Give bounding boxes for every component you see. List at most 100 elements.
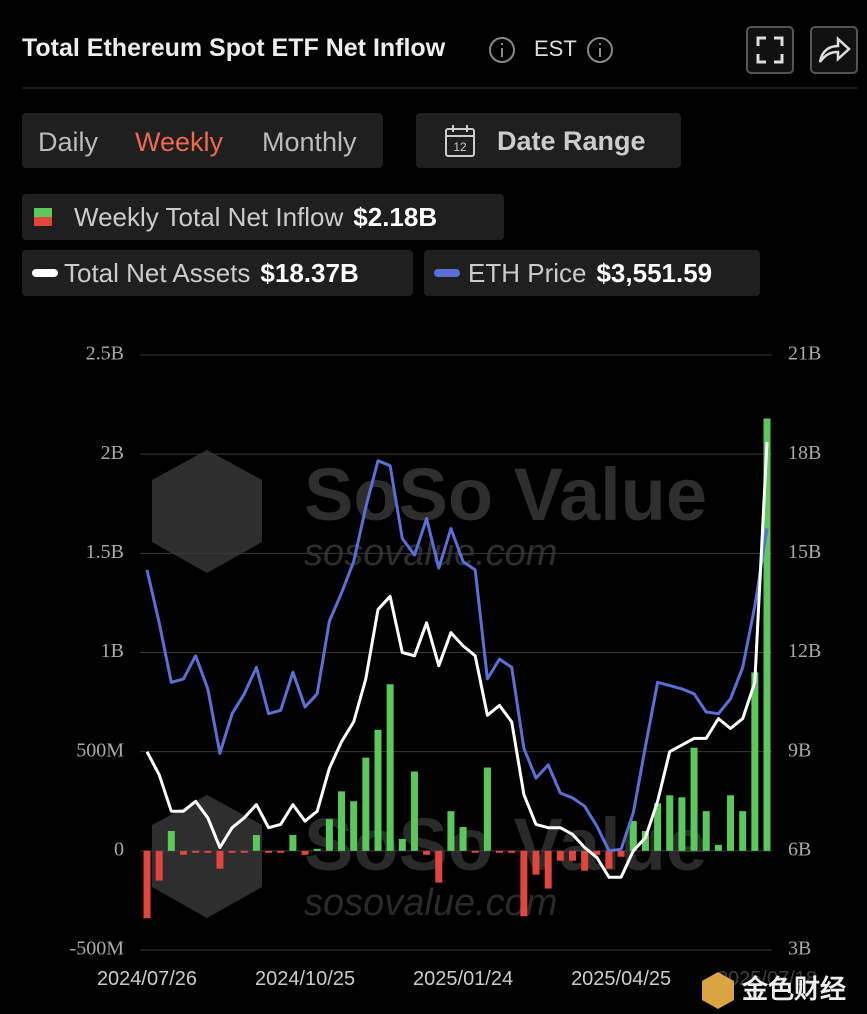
bar — [751, 672, 759, 851]
date-range-label[interactable]: Date Range — [497, 126, 646, 156]
period-tab[interactable]: Weekly — [135, 127, 224, 157]
bar — [301, 850, 309, 855]
y2-tick-label: 15B — [788, 541, 821, 563]
bar — [240, 850, 248, 853]
bar — [727, 795, 735, 851]
legend-item[interactable]: Weekly Total Net Inflow $2.18B — [22, 194, 504, 240]
fullscreen-button[interactable] — [746, 26, 794, 74]
bar — [714, 844, 722, 851]
y-tick-label: 500M — [76, 739, 124, 761]
legend-item[interactable]: Total Net Assets $18.37B — [22, 250, 413, 296]
bar — [471, 850, 479, 853]
bar — [556, 850, 564, 861]
y2-tick-label: 3B — [788, 938, 811, 960]
legend-swatch — [34, 208, 52, 226]
y2-tick-label: 21B — [788, 343, 821, 365]
bar — [423, 850, 431, 855]
bar — [581, 850, 589, 871]
legend-label: Weekly Total Net Inflow — [74, 201, 344, 232]
bar — [763, 418, 771, 851]
legend-item[interactable]: ETH Price $3,551.59 — [424, 250, 760, 296]
bar — [362, 757, 370, 851]
bar — [508, 850, 516, 853]
bar — [374, 729, 382, 851]
bar — [435, 850, 443, 883]
badge-logo — [702, 972, 734, 1009]
period-tab[interactable]: Monthly — [262, 127, 357, 157]
y2-tick-label: 12B — [788, 640, 821, 662]
svg-text:12: 12 — [453, 140, 467, 154]
y-tick-label: -500M — [70, 938, 125, 960]
info-icon[interactable] — [488, 36, 516, 64]
period-tab[interactable]: Daily — [38, 127, 99, 157]
bar — [410, 771, 418, 851]
title: Total Ethereum Spot ETF Net Inflow — [22, 34, 446, 62]
bar — [520, 850, 528, 917]
watermark-url: sosovalue.com — [304, 882, 557, 924]
bar — [702, 811, 710, 851]
bar — [496, 850, 504, 853]
legend-value: $2.18B — [353, 201, 438, 232]
bar — [629, 821, 637, 851]
line — [145, 441, 769, 879]
bar — [568, 850, 576, 861]
bar — [289, 834, 297, 851]
x-tick-label: 2025/04/25 — [571, 968, 671, 990]
bar — [544, 850, 552, 889]
legend-swatch — [434, 269, 460, 277]
plot: -500M 0 500M 1B 1.5B 2B 2.5B 3B 6B 9B 12B 15B 18B 21B… — [70, 343, 822, 990]
info-icon[interactable] — [586, 36, 614, 64]
bar — [398, 838, 406, 851]
bar — [143, 850, 151, 919]
date-range-button[interactable] — [416, 113, 681, 168]
y-tick-label: 2B — [101, 442, 124, 464]
bar — [228, 850, 236, 853]
bar — [654, 803, 662, 851]
x-tick-label: 2024/07/26 — [97, 968, 197, 990]
bar — [459, 827, 467, 851]
bar — [204, 850, 212, 853]
y-tick-label: 1.5B — [86, 541, 124, 563]
legend-value: $3,551.59 — [596, 257, 713, 288]
bar — [690, 747, 698, 851]
legend-label: Total Net Assets — [64, 257, 251, 288]
bar — [350, 801, 358, 851]
bar — [192, 850, 200, 853]
y-tick-label: 0 — [114, 838, 124, 860]
bar — [277, 850, 285, 853]
bar — [483, 767, 491, 851]
bar — [617, 850, 625, 857]
bar — [532, 850, 540, 875]
bar — [641, 831, 649, 851]
y2-tick-label: 9B — [788, 739, 811, 761]
bar — [386, 684, 394, 851]
y2-tick-label: 18B — [788, 442, 821, 464]
bar — [739, 811, 747, 851]
bar — [252, 834, 260, 851]
y-tick-label: 2.5B — [86, 343, 124, 365]
y-tick-label: 1B — [101, 640, 124, 662]
bar — [265, 850, 273, 853]
legend-swatch — [32, 269, 58, 277]
x-tick-label: 2025/01/24 — [413, 968, 513, 990]
bar — [338, 791, 346, 851]
bar — [155, 850, 163, 881]
y2-tick-label: 6B — [788, 838, 811, 860]
bar — [447, 811, 455, 851]
calendar-icon: 12 — [445, 125, 475, 157]
x-tick-label: 2024/10/25 — [255, 968, 355, 990]
bar — [593, 850, 601, 855]
legend-label: ETH Price — [468, 257, 587, 288]
timezone[interactable]: EST — [534, 36, 577, 61]
period-tabs — [22, 113, 383, 168]
legend-value: $18.37B — [260, 257, 359, 288]
share-button[interactable] — [810, 26, 858, 74]
bar — [313, 848, 321, 851]
bar — [666, 795, 674, 851]
line — [145, 459, 769, 853]
watermark-text: SoSo Value — [304, 453, 707, 536]
badge-text: 金色财经 — [741, 974, 846, 1004]
bar — [216, 850, 224, 869]
